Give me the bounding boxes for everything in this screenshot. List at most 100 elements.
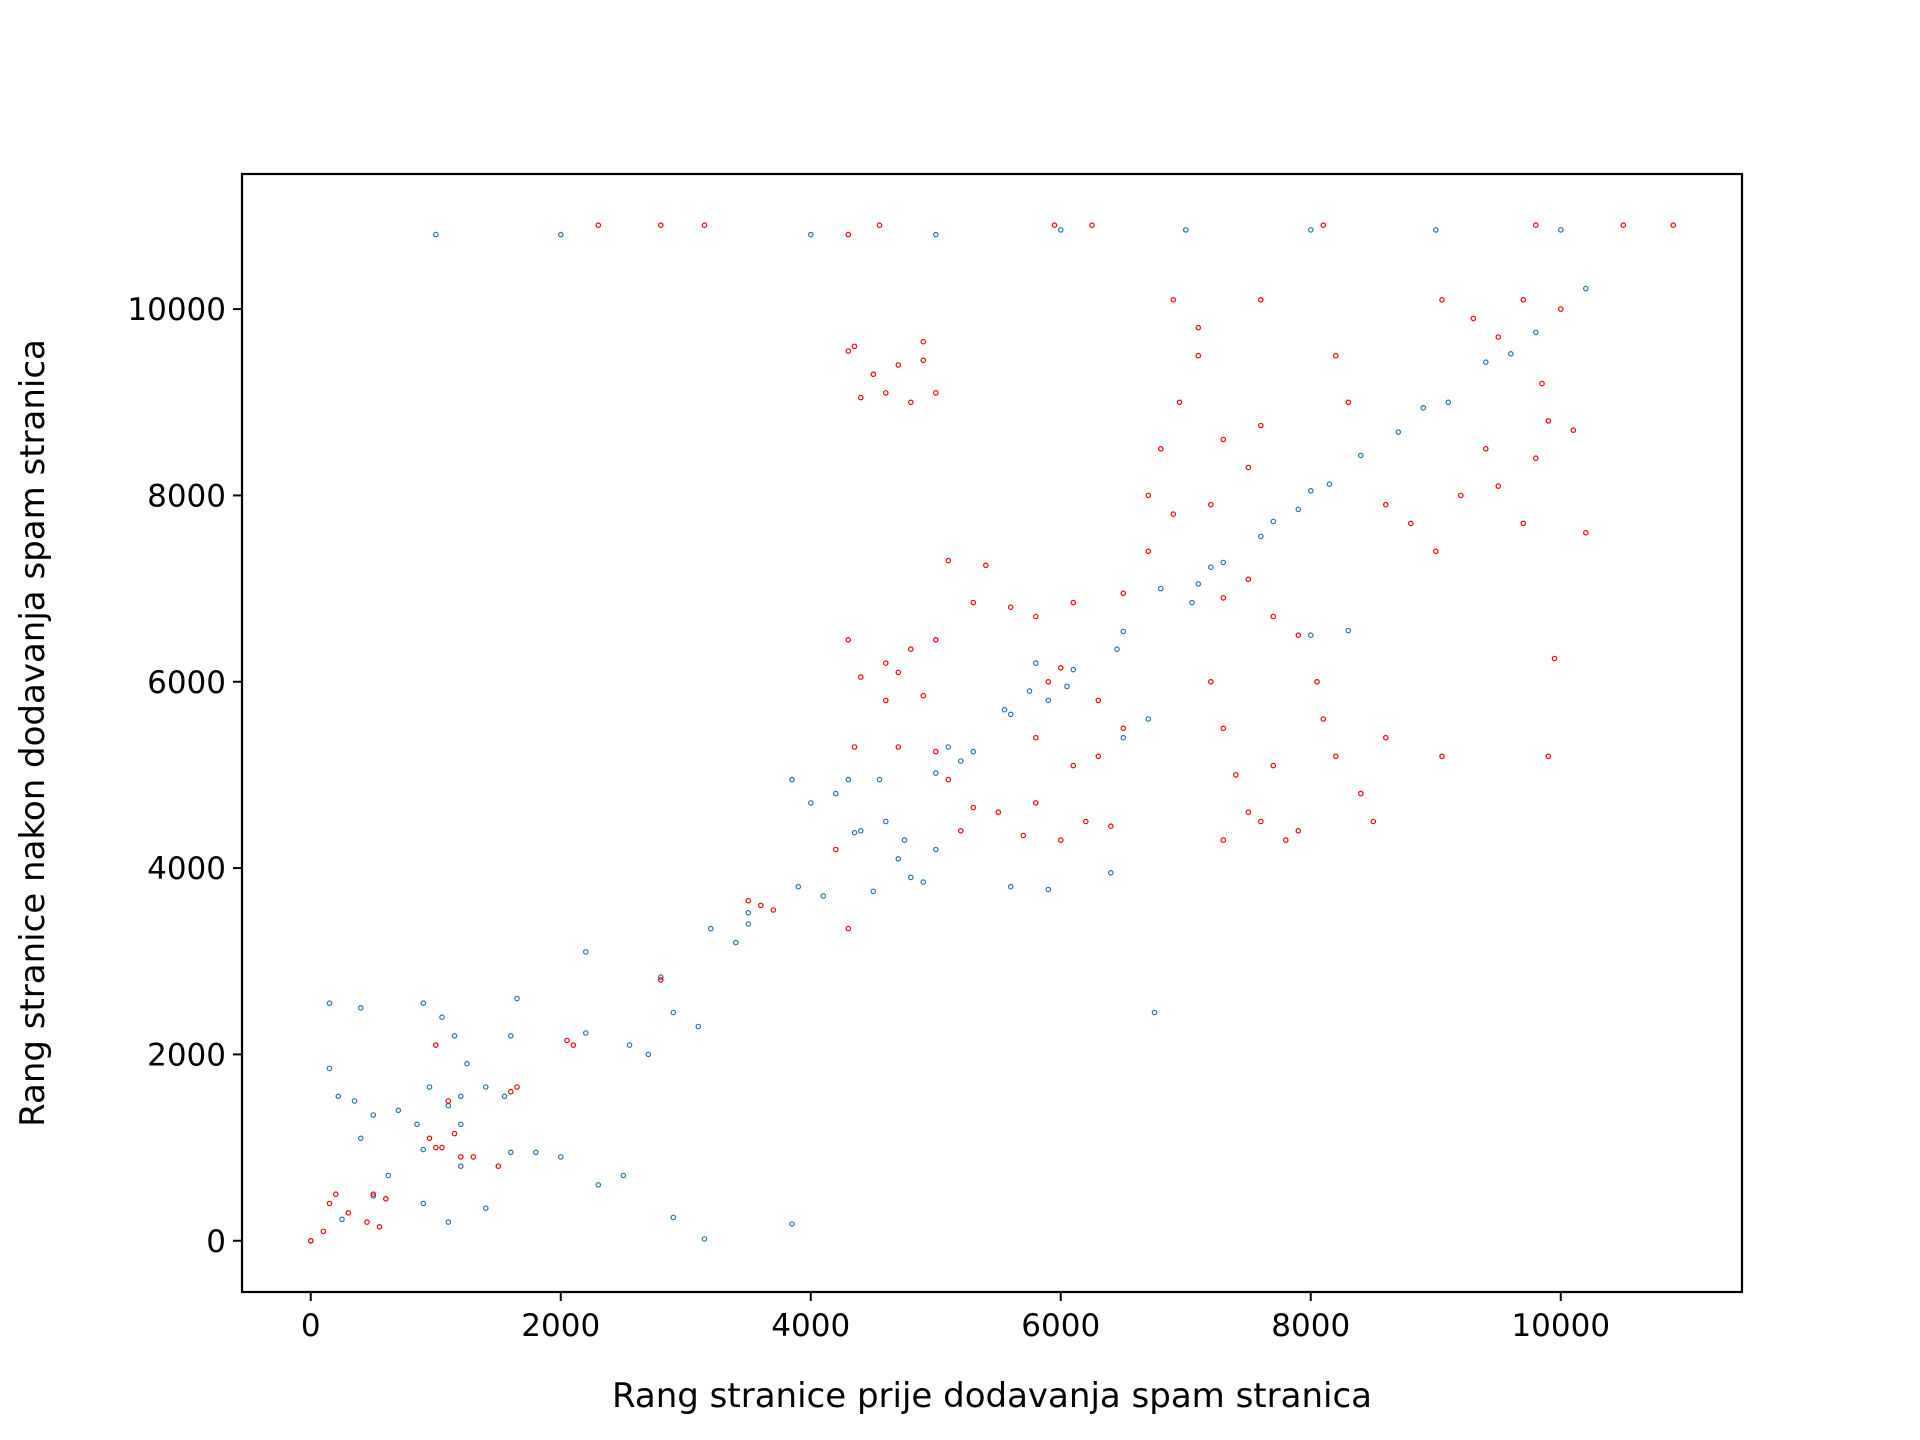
scatter-point-series-1-15 <box>1070 666 1077 673</box>
scatter-point-series-2-44 <box>851 744 858 750</box>
scatter-point-series-2-88 <box>1314 678 1320 685</box>
scatter-point-series-1-61 <box>745 921 752 927</box>
plot-frame <box>240 172 1744 1294</box>
scatter-point-series-1-4 <box>385 1172 392 1179</box>
scatter-point-series-2-9 <box>1558 306 1564 312</box>
scatter-point-series-2-45 <box>895 744 902 750</box>
scatter-point-series-2-61 <box>957 827 964 834</box>
x-tick-label: 10000 <box>1511 1308 1610 1344</box>
scatter-point-series-2-21 <box>457 1154 464 1160</box>
x-tick-label: 2000 <box>521 1308 600 1344</box>
scatter-point-series-2-29 <box>920 338 927 345</box>
scatter-point-series-2-137 <box>445 1098 452 1104</box>
scatter-point-series-2-121 <box>845 231 852 238</box>
scatter-point-series-2-94 <box>1208 678 1214 685</box>
scatter-point-series-2-20 <box>451 1130 458 1137</box>
scatter-point-series-2-123 <box>657 222 664 229</box>
scatter-point-series-2-106 <box>1408 520 1414 527</box>
scatter-point-series-2-1 <box>307 1238 314 1244</box>
scatter-point-series-1-6 <box>457 1121 464 1128</box>
scatter-point-series-2-65 <box>1108 823 1114 830</box>
scatter-point-series-1-3 <box>370 1193 377 1199</box>
scatter-point-series-2-52 <box>970 599 977 606</box>
scatter-point-series-2-122 <box>595 222 602 229</box>
scatter-point-series-2-98 <box>1220 837 1227 843</box>
scatter-point-series-1-59 <box>707 925 714 932</box>
scatter-point-series-1-22 <box>1483 359 1489 366</box>
scatter-point-series-2-108 <box>1458 492 1464 499</box>
scatter-point-series-2-39 <box>932 636 939 643</box>
scatter-point-series-2-92 <box>1383 734 1389 741</box>
scatter-point-series-1-51 <box>620 1172 627 1179</box>
scatter-point-series-1-49 <box>557 1154 564 1160</box>
scatter-point-series-2-118 <box>1495 334 1502 340</box>
scatter-point-series-2-58 <box>1033 800 1039 806</box>
scatter-point-series-2-59 <box>1070 762 1077 769</box>
scatter-point-series-1-44 <box>445 1219 452 1225</box>
scatter-point-series-2-91 <box>1358 790 1364 797</box>
scatter-point-series-2-36 <box>845 636 852 643</box>
scatter-point-series-1-14 <box>1007 711 1014 718</box>
y-tick-label: 0 <box>206 1224 226 1260</box>
scatter-point-series-1-41 <box>451 1033 458 1039</box>
scatter-point-series-2-128 <box>1320 222 1327 229</box>
scatter-point-series-1-94 <box>1445 399 1452 406</box>
scatter-point-series-2-34 <box>851 343 858 350</box>
scatter-point-series-1-74 <box>845 776 852 783</box>
y-axis-label: Rang stranice nakon dodavanja spam stran… <box>13 339 53 1127</box>
scatter-point-series-1-35 <box>482 1084 489 1090</box>
scatter-point-series-1-101 <box>1120 734 1127 741</box>
scatter-point-series-2-30 <box>857 394 864 401</box>
scatter-point-series-2-4 <box>514 1084 520 1090</box>
scatter-point-series-2-85 <box>1245 576 1252 583</box>
scatter-point-series-2-28 <box>895 362 902 368</box>
scatter-point-series-1-113 <box>1558 227 1564 233</box>
scatter-point-series-2-50 <box>1007 604 1014 611</box>
scatter-point-series-2-31 <box>907 399 914 406</box>
scatter-point-series-1-82 <box>1045 697 1052 704</box>
scatter-point-series-1-66 <box>882 818 889 825</box>
scatter-point-series-2-25 <box>770 907 777 913</box>
scatter-point-series-2-114 <box>1570 427 1577 434</box>
scatter-point-series-2-47 <box>845 925 852 932</box>
scatter-point-series-1-19 <box>1308 487 1314 494</box>
scatter-point-series-1-108 <box>932 231 939 238</box>
scatter-point-series-1-39 <box>420 1000 427 1007</box>
scatter-point-series-2-89 <box>1320 716 1327 722</box>
scatter-point-series-2-78 <box>1145 492 1152 499</box>
scatter-point-series-1-42 <box>507 1033 514 1039</box>
scatter-point-series-2-33 <box>882 390 889 396</box>
scatter-point-series-1-105 <box>432 231 439 238</box>
scatter-point-series-1-50 <box>595 1182 602 1188</box>
scatter-point-series-2-110 <box>1495 483 1502 489</box>
x-tick-label: 6000 <box>1021 1308 1100 1344</box>
scatter-point-series-1-31 <box>426 1084 433 1090</box>
scatter-point-series-2-73 <box>1158 445 1164 452</box>
scatter-point-series-1-46 <box>482 1205 489 1212</box>
scatter-point-series-2-83 <box>1258 296 1264 303</box>
scatter-point-series-2-60 <box>1095 753 1102 760</box>
scatter-point-series-2-112 <box>1533 455 1539 462</box>
scatter-point-series-2-126 <box>1051 222 1058 229</box>
scatter-point-series-2-53 <box>1045 678 1052 685</box>
scatter-point-series-2-82 <box>1258 422 1264 429</box>
scatter-point-series-2-95 <box>1220 725 1227 732</box>
scatter-point-series-2-99 <box>1258 818 1264 825</box>
scatter-point-series-2-69 <box>1070 599 1077 606</box>
scatter-point-series-2-37 <box>882 660 889 666</box>
scatter-point-series-1-58 <box>695 1023 702 1030</box>
scatter-point-series-1-54 <box>789 1221 795 1227</box>
scatter-point-series-2-67 <box>1120 725 1127 732</box>
scatter-point-series-2-15 <box>382 1196 389 1202</box>
scatter-point-series-1-40 <box>439 1014 445 1021</box>
scatter-point-series-2-55 <box>945 776 952 783</box>
scatter-point-series-1-87 <box>1195 581 1202 587</box>
scatter-point-series-2-54 <box>1058 664 1064 671</box>
y-tick-label: 10000 <box>127 292 226 328</box>
scatter-point-series-2-116 <box>1439 296 1445 303</box>
scatter-point-series-2-72 <box>1170 511 1177 517</box>
scatter-point-series-1-27 <box>357 1135 364 1142</box>
scatter-point-series-1-55 <box>626 1042 633 1048</box>
scatter-point-series-2-10 <box>1670 222 1677 229</box>
scatter-point-series-1-8 <box>582 949 589 955</box>
